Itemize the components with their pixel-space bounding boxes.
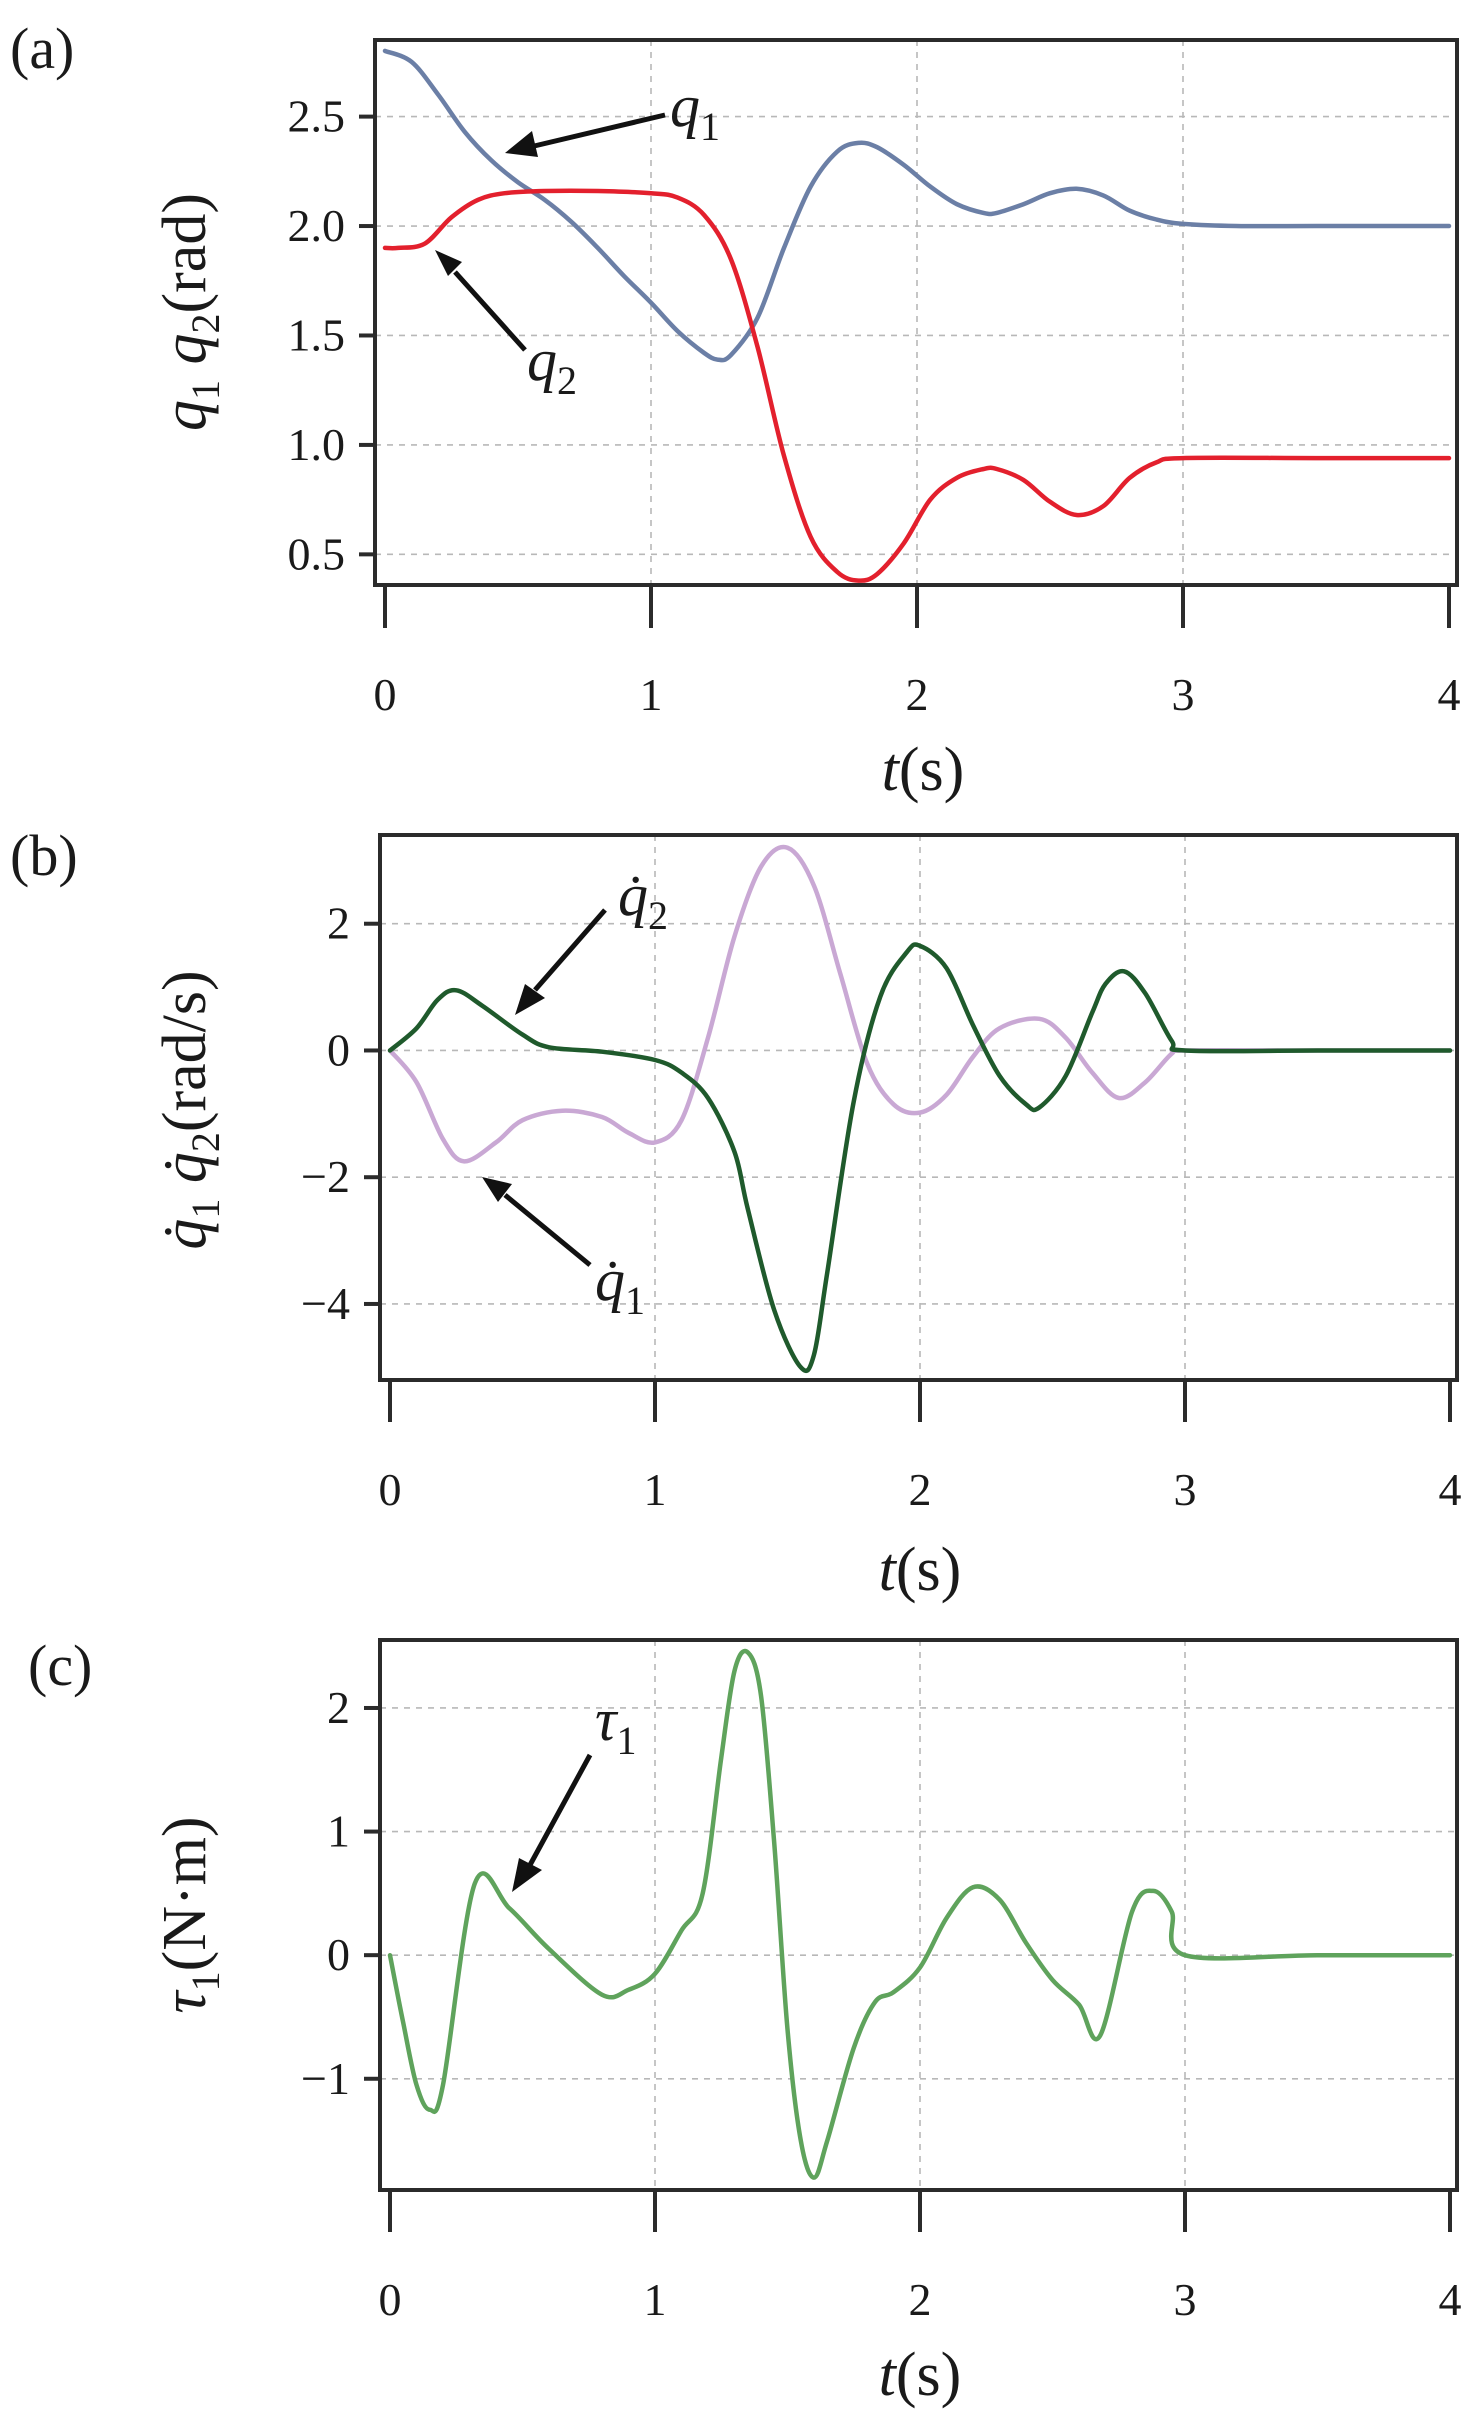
x-tick-label: 0 (379, 2274, 402, 2325)
x-tick-label: 1 (644, 2274, 667, 2325)
x-tick-label: 1 (644, 1464, 667, 1515)
y-tick-label: 1.5 (288, 309, 346, 360)
tau1-annotation-arrow (527, 1753, 593, 1867)
y-tick-label: 2.0 (288, 200, 346, 251)
tau1-annotation-label: τ1 (595, 1687, 636, 1763)
panel-b-y-axis-label: q̇1 q̇2(rad/s) (151, 970, 228, 1249)
panel-c-letter: (c) (28, 1633, 92, 1698)
panel-a-frame (373, 38, 1459, 587)
y-tick-label: 0 (327, 1929, 350, 1980)
q1-annotation-label: q1 (670, 73, 720, 149)
panel-c-series (387, 1648, 1453, 2180)
q2-annotation-label: q2 (527, 327, 577, 403)
q1-annotation-arrowhead (505, 131, 538, 157)
panel-c: (c) −1 0 1 2 0 1 2 3 4 τ1(N·m) t(s) τ1 (28, 1633, 1462, 2409)
panel-c-y-ticks: −1 0 1 2 (301, 1682, 380, 2104)
panel-b-x-axis-label: t(s) (879, 1536, 962, 1604)
q1dot-annotation-arrowhead (482, 1177, 512, 1202)
x-tick-label: 3 (1174, 2274, 1197, 2325)
panel-c-grid (380, 1640, 1457, 2190)
q2-annotation-arrowhead (435, 250, 462, 276)
panel-a: (a) 0.5 1.0 1.5 2.0 2.5 0 1 2 3 4 q1 q2(rad) t(s… (10, 16, 1461, 804)
q2dot-annotation-arrow (533, 908, 607, 992)
x-tick-label: 4 (1439, 1464, 1462, 1515)
y-tick-label: 1 (327, 1806, 350, 1857)
panel-b-y-ticks: −4 −2 0 2 (301, 898, 380, 1329)
series-line-tau1 (387, 1648, 1453, 2180)
x-tick-label: 2 (906, 669, 929, 720)
y-tick-label: −1 (301, 2053, 350, 2104)
panel-c-y-axis-label: τ1(N·m) (151, 1816, 228, 2013)
panel-a-letter: (a) (10, 16, 74, 81)
y-tick-label: −2 (301, 1151, 350, 1202)
q1dot-annotation-label: q̇1 (595, 1247, 645, 1323)
panel-a-y-ticks: 0.5 1.0 1.5 2.0 2.5 (288, 91, 375, 579)
panel-c-x-ticks: 0 1 2 3 4 (379, 2188, 1462, 2325)
x-tick-label: 0 (374, 669, 397, 720)
series-line-q2 (382, 188, 1452, 583)
y-tick-label: 2.5 (288, 91, 346, 142)
x-tick-label: 2 (909, 2274, 932, 2325)
panel-a-grid (375, 40, 1457, 585)
panel-c-x-axis-label: t(s) (879, 2341, 962, 2409)
panel-b-letter: (b) (10, 823, 78, 888)
panel-a-x-ticks: 0 1 2 3 4 (374, 583, 1461, 720)
series-line-q2dot (387, 942, 1453, 1373)
x-tick-label: 3 (1172, 669, 1195, 720)
y-tick-label: 0.5 (288, 528, 346, 579)
x-tick-label: 2 (909, 1464, 932, 1515)
series-line-q1dot (387, 844, 1453, 1164)
q2-annotation-arrow (453, 270, 527, 352)
y-tick-label: −4 (301, 1278, 350, 1329)
q2dot-annotation-label: q̇2 (618, 862, 668, 938)
y-tick-label: 1.0 (288, 419, 346, 470)
q1-annotation-arrow (529, 112, 666, 150)
y-tick-label: 2 (327, 898, 350, 949)
y-tick-label: 2 (327, 1682, 350, 1733)
x-tick-label: 1 (640, 669, 663, 720)
panel-b-series (387, 844, 1453, 1373)
panel-a-series (382, 48, 1452, 583)
tau1-annotation-arrowhead (512, 1858, 542, 1892)
y-tick-label: 0 (327, 1024, 350, 1075)
x-tick-label: 0 (379, 1464, 402, 1515)
panel-c-frame (378, 1638, 1459, 2192)
x-tick-label: 4 (1439, 2274, 1462, 2325)
panel-b-x-ticks: 0 1 2 3 4 (379, 1378, 1462, 1515)
q1dot-annotation-arrow (503, 1193, 592, 1267)
panel-b-frame (378, 833, 1459, 1382)
series-line-q1 (382, 48, 1452, 363)
q2dot-annotation-arrowhead (515, 984, 545, 1015)
panel-b-grid (380, 835, 1457, 1380)
panel-a-y-axis-label: q1 q2(rad) (151, 193, 228, 431)
x-tick-label: 4 (1438, 669, 1461, 720)
panel-b: (b) −4 −2 0 2 0 1 2 3 4 q̇1 q̇2(rad/s) t(s) q̇2… (10, 823, 1462, 1604)
x-tick-label: 3 (1174, 1464, 1197, 1515)
panel-a-x-axis-label: t(s) (882, 736, 965, 804)
